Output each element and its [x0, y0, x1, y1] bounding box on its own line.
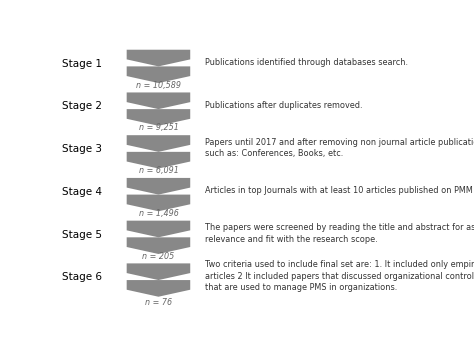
Text: n = 10,589: n = 10,589: [136, 81, 181, 90]
Polygon shape: [127, 66, 190, 83]
Text: The papers were screened by reading the title and abstract for assessing their
r: The papers were screened by reading the …: [205, 223, 474, 244]
Text: n = 9,251: n = 9,251: [138, 123, 178, 132]
Text: n = 76: n = 76: [145, 298, 172, 307]
Polygon shape: [127, 50, 190, 66]
Text: Stage 4: Stage 4: [62, 187, 101, 197]
Polygon shape: [127, 195, 190, 211]
Text: Stage 2: Stage 2: [62, 101, 101, 111]
Polygon shape: [127, 109, 190, 126]
Polygon shape: [127, 237, 190, 254]
Text: Articles in top Journals with at least 10 articles published on PMM each.: Articles in top Journals with at least 1…: [205, 186, 474, 195]
Polygon shape: [127, 93, 190, 109]
Text: Papers until 2017 and after removing non journal article publications
such as: C: Papers until 2017 and after removing non…: [205, 138, 474, 158]
Polygon shape: [127, 152, 190, 168]
Text: n = 205: n = 205: [142, 252, 174, 261]
Text: Stage 3: Stage 3: [62, 144, 101, 154]
Text: n = 6,091: n = 6,091: [138, 166, 178, 175]
Polygon shape: [127, 135, 190, 152]
Text: Stage 6: Stage 6: [62, 272, 101, 282]
Text: n = 1,496: n = 1,496: [138, 209, 178, 218]
Text: Stage 5: Stage 5: [62, 230, 101, 240]
Polygon shape: [127, 280, 190, 297]
Text: Publications after duplicates removed.: Publications after duplicates removed.: [205, 101, 363, 110]
Polygon shape: [127, 221, 190, 237]
Text: Publications identified through databases search.: Publications identified through database…: [205, 58, 408, 67]
Polygon shape: [127, 264, 190, 280]
Polygon shape: [127, 178, 190, 195]
Text: Two criteria used to include final set are: 1. It included only empirical
articl: Two criteria used to include final set a…: [205, 260, 474, 292]
Text: Stage 1: Stage 1: [62, 59, 101, 69]
